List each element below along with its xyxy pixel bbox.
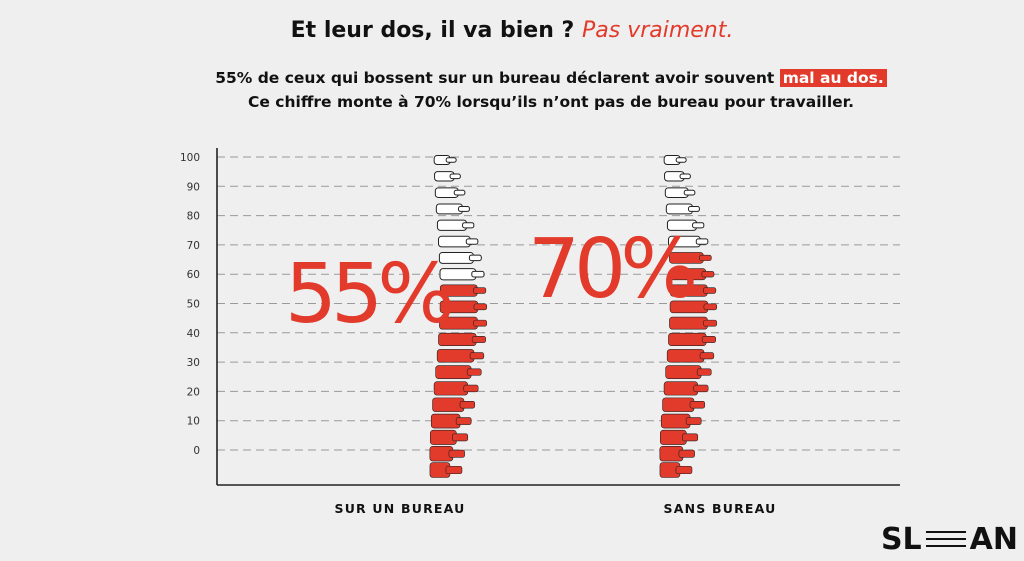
y-tick-label: 100 (180, 152, 200, 164)
y-tick-label: 70 (187, 240, 200, 252)
vertebra (433, 381, 469, 396)
vertebra (435, 365, 472, 379)
logo-left: SL (880, 522, 922, 557)
subtitle: 55% de ceux qui bossent sur un bureau dé… (0, 66, 1024, 114)
subtitle-line-1-text: 55% de ceux qui bossent sur un bureau dé… (215, 69, 775, 87)
vertebra-process (445, 465, 463, 475)
vertebra-process (679, 173, 691, 180)
vertebra-process (466, 368, 482, 376)
y-tick-label: 10 (187, 416, 200, 428)
vertebra-process (457, 205, 470, 212)
category-label: SANS BUREAU (664, 501, 777, 516)
vertebra-process (445, 157, 457, 163)
vertebra-process (452, 433, 469, 442)
vertebra (438, 235, 471, 248)
vertebra-process (689, 401, 706, 409)
vertebra (430, 413, 461, 429)
vertebra-process (465, 238, 479, 245)
vertebra (668, 332, 707, 347)
vertebra-process (448, 449, 465, 458)
y-tick-label: 90 (187, 181, 200, 193)
title-accent: Pas vraiment. (581, 18, 734, 43)
y-tick-label: 80 (187, 211, 200, 223)
vertebra (666, 349, 705, 363)
vertebra-process (471, 336, 486, 343)
vertebra-process (695, 238, 709, 245)
vertebra-process (693, 384, 709, 393)
vertebra (665, 365, 702, 379)
vertebra-process (675, 157, 687, 163)
vertebra (662, 397, 695, 412)
vertebra-process (678, 449, 695, 458)
vertebra-process (687, 205, 700, 212)
value-label: 70% (528, 222, 694, 317)
brand-logo: SL AN (881, 522, 1018, 557)
vertebra (432, 397, 465, 412)
vertebra-process (463, 384, 479, 393)
vertebra-process (682, 433, 699, 442)
vertebra-process (699, 352, 715, 360)
subtitle-highlight: mal au dos. (779, 69, 887, 87)
vertebra-process (469, 352, 485, 360)
vertebra (660, 413, 691, 429)
page-title: Et leur dos, il va bien ? Pas vraiment. (0, 18, 1024, 43)
vertebra-process (449, 173, 461, 180)
subtitle-line-2: Ce chiffre monte à 70% lorsqu’ils n’ont … (248, 93, 854, 111)
y-tick-label: 40 (187, 328, 200, 340)
vertebra-process (462, 222, 475, 229)
vertebra-process (675, 465, 693, 475)
y-tick-label: 60 (187, 269, 200, 281)
value-label: 55% (285, 247, 451, 342)
vertebra-process (473, 287, 487, 294)
vertebra-process (701, 336, 716, 343)
vertebra (669, 316, 708, 330)
vertebra-process (683, 189, 696, 196)
vertebra-process (471, 270, 485, 278)
vertebra (663, 381, 699, 396)
vertebra-process (701, 271, 715, 278)
category-label: SUR UN BUREAU (335, 501, 466, 516)
y-tick-label: 30 (187, 357, 200, 369)
y-tick-label: 0 (193, 445, 200, 457)
subtitle-line-1: 55% de ceux qui bossent sur un bureau dé… (0, 66, 1024, 90)
logo-right: AN (969, 522, 1018, 557)
vertebra-process (703, 287, 717, 294)
vertebra-process (685, 417, 702, 425)
vertebra-process (703, 319, 717, 327)
vertebra-process (473, 303, 488, 311)
title-text: Et leur dos, il va bien ? (290, 18, 575, 43)
vertebra-process (473, 319, 487, 327)
y-tick-label: 20 (187, 386, 200, 398)
vertebra-process (455, 417, 472, 425)
vertebra-process (692, 222, 705, 229)
vertebra-process (468, 254, 482, 262)
vertebra (436, 349, 475, 363)
vertebra-process (703, 303, 718, 311)
vertebra-process (459, 401, 476, 409)
logo-bars-icon (925, 529, 966, 551)
y-tick-label: 50 (187, 299, 200, 311)
vertebra-process (696, 368, 712, 376)
vertebra-process (453, 189, 466, 196)
vertebra-process (699, 254, 712, 261)
